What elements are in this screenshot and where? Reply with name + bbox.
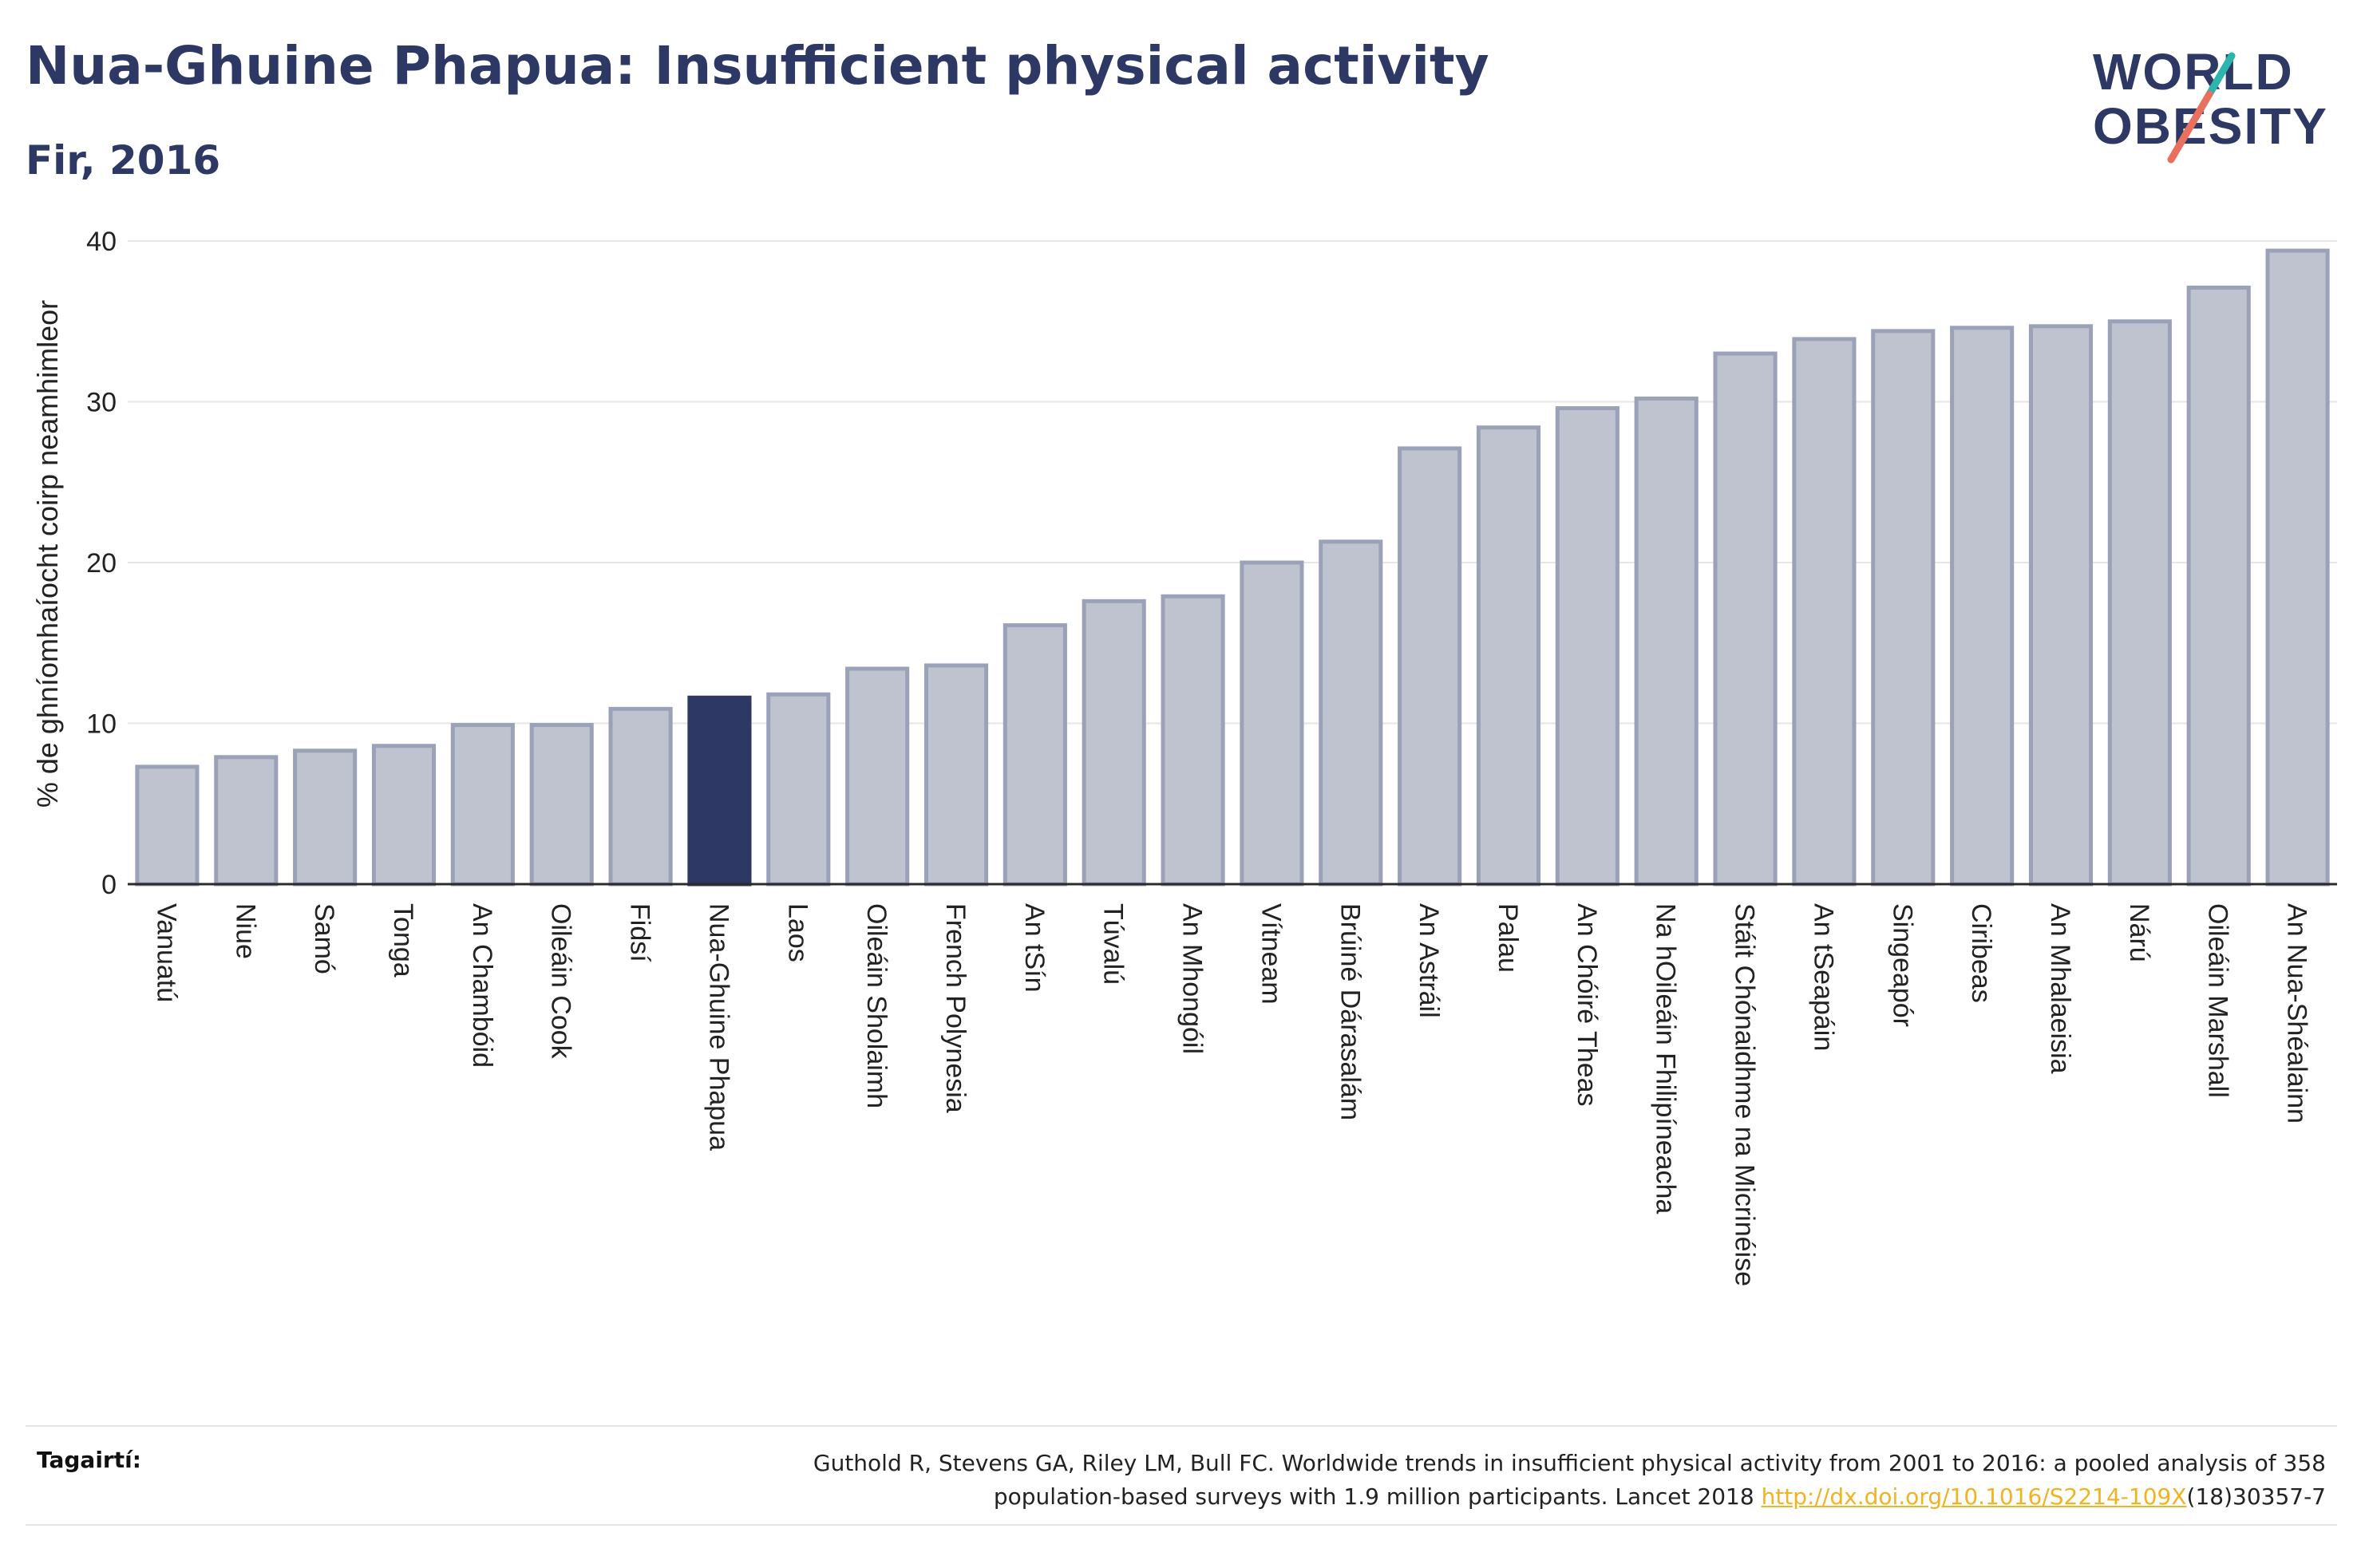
x-tick-label: Oileáin Marshall — [2203, 903, 2233, 1098]
bar — [1950, 326, 2015, 887]
bar — [214, 755, 279, 887]
x-tick-label: An Mhongóil — [1177, 903, 1208, 1054]
bar — [1713, 351, 1778, 887]
x-tick-label: Oileáin Sholaimh — [861, 903, 892, 1108]
divider-bottom — [26, 1524, 2337, 1526]
x-tick-label: An tSeapáin — [1808, 903, 1838, 1051]
logo-word-obesity: OBESITY — [2093, 97, 2328, 155]
x-tick-label: Na hOileáin Fhilipíneacha — [1651, 903, 1681, 1214]
reference-link[interactable]: http://dx.doi.org/10.1016/S2214-109X — [1761, 1483, 2187, 1510]
bar-chart: 0 10 20 30 40 Vanuatú Niue Samó Tonga An Chambóid… — [31, 227, 2337, 1286]
axes: 0 10 20 30 40 Vanuatú Niue Samó Tonga An Chambóid… — [86, 227, 2337, 1286]
bar — [2028, 324, 2094, 887]
bar — [1555, 406, 1619, 887]
bar — [608, 706, 673, 887]
x-tick-label: Samó — [309, 903, 339, 974]
x-tick-label: Vanuatú — [151, 903, 181, 1002]
bar — [293, 748, 358, 887]
y-tick-label: 0 — [101, 870, 117, 900]
bar — [1871, 329, 1936, 887]
bar — [529, 723, 594, 887]
world-obesity-logo: WORLD OBESITY — [2093, 43, 2328, 164]
bar — [2186, 285, 2251, 887]
x-tick-label: An tSín — [1019, 903, 1050, 993]
bar — [1634, 396, 1699, 887]
divider-top — [26, 1425, 2337, 1427]
x-tick-label: Laos — [782, 903, 813, 962]
x-tick-label: Túvalú — [1098, 903, 1129, 985]
reference-line-1: Guthold R, Stevens GA, Riley LM, Bull FC… — [813, 1450, 2326, 1476]
y-tick-label: 20 — [86, 548, 117, 579]
bar — [2107, 319, 2172, 887]
logo-slash-coral — [2167, 90, 2213, 164]
bar — [371, 744, 437, 887]
reference-text: Guthold R, Stevens GA, Riley LM, Bull FC… — [586, 1447, 2326, 1514]
bars — [135, 248, 2330, 887]
x-tick-label: An Nua-Shéalainn — [2282, 903, 2312, 1124]
x-tick-label: An Chóiré Theas — [1572, 903, 1602, 1107]
x-tick-label: Nua-Ghuine Phapua — [703, 903, 734, 1151]
x-tick-label: Vítneam — [1256, 903, 1286, 1005]
y-tick-label: 10 — [86, 709, 117, 740]
x-tick-label: Palau — [1493, 903, 1523, 973]
bar — [766, 692, 831, 887]
x-tick-label: Oileáin Cook — [546, 903, 576, 1060]
page-title: Nua-Ghuine Phapua: Insufficient physical… — [26, 35, 1489, 97]
x-tick-label: An Chambóid — [467, 903, 497, 1068]
reference-line-2: population-based surveys with 1.9 millio… — [993, 1483, 1762, 1510]
bar — [1319, 539, 1383, 887]
bar — [135, 764, 200, 887]
logo-slash-teal — [2205, 52, 2236, 98]
x-tick-label: Niue — [230, 903, 260, 959]
bar — [1398, 446, 1462, 887]
bar — [687, 695, 752, 887]
x-tick-label: Nárú — [2124, 903, 2154, 962]
bar — [845, 666, 910, 887]
bar — [1161, 594, 1225, 887]
logo-word-world: WORLD — [2093, 43, 2294, 101]
x-tick-label: Singeapór — [1887, 903, 1917, 1027]
x-tick-label: Tonga — [388, 903, 418, 978]
y-tick-label: 30 — [86, 388, 117, 418]
bar — [450, 723, 515, 887]
bar — [1082, 598, 1146, 887]
x-tick-label: An Mhalaeisia — [2045, 903, 2075, 1074]
bar — [1240, 560, 1304, 887]
x-tick-label: French Polynesia — [940, 903, 971, 1113]
reference-label: Tagairtí: — [37, 1447, 141, 1473]
bar — [1003, 623, 1067, 887]
x-tick-label: Fidsí — [625, 903, 655, 962]
chart-subtitle: Fir, 2016 — [26, 137, 221, 184]
x-tick-label: An Astráil — [1414, 903, 1444, 1018]
y-axis-label: % de ghníomhaíocht coirp neamhimleor — [31, 300, 64, 808]
x-tick-label: Ciribeas — [1966, 903, 1996, 1003]
y-tick-label: 40 — [86, 227, 117, 257]
bar — [923, 663, 989, 887]
bar — [1792, 337, 1857, 887]
bar — [2265, 248, 2330, 887]
bar — [1476, 425, 1541, 887]
x-tick-label: Brúiné Dárasalám — [1335, 903, 1365, 1120]
reference-line-2-end: (18)30357-7 — [2186, 1483, 2326, 1510]
x-tick-label: Stáit Chónaidhme na Micrinéise — [1730, 903, 1760, 1286]
